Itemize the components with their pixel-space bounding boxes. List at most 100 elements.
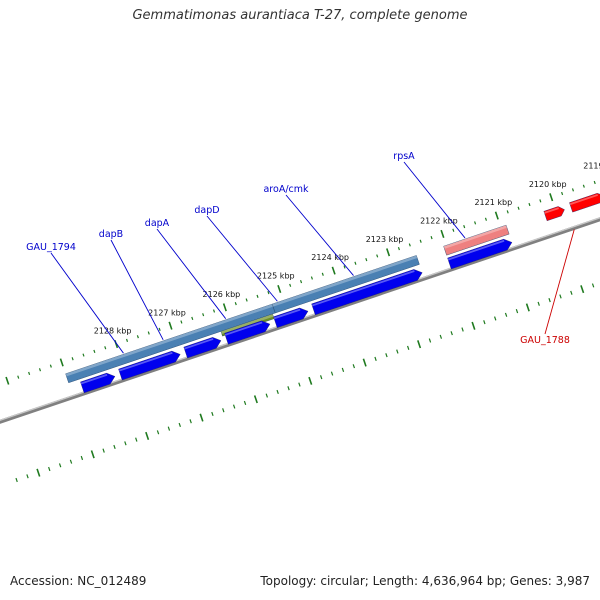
inner-minor-tick — [570, 290, 573, 295]
minor-tick — [593, 180, 596, 185]
inner-minor-tick — [232, 404, 236, 409]
inner-major-tick — [36, 468, 41, 477]
reverse-cds-arrow — [224, 320, 271, 345]
minor-tick — [49, 364, 52, 368]
inner-major-tick — [525, 303, 530, 312]
gene-label-leader — [544, 229, 575, 335]
inner-minor-tick — [450, 331, 453, 336]
gene-label-leader — [156, 228, 227, 319]
gene-label-leader — [206, 215, 278, 302]
topology-text: Topology: circular; Length: 4,636,964 bp… — [260, 574, 590, 588]
forward-cds-arrow — [569, 193, 600, 213]
tick-label: 2120 kbp — [529, 180, 567, 189]
minor-tick — [191, 316, 194, 320]
inner-minor-tick — [515, 309, 519, 314]
inner-major-tick — [308, 376, 313, 385]
gene-label-leader — [110, 239, 164, 340]
inner-minor-tick — [494, 316, 497, 321]
minor-tick — [474, 221, 477, 225]
minor-tick — [484, 217, 488, 221]
inner-minor-tick — [287, 386, 290, 391]
gene-label: GAU_1794 — [26, 242, 76, 253]
feature-band-highlight — [443, 225, 508, 249]
inner-major-tick — [199, 413, 204, 422]
reverse-cds-arrow — [447, 238, 513, 270]
inner-minor-tick — [48, 466, 51, 472]
inner-major-tick — [471, 321, 476, 330]
reverse-cds-arrow-highlight — [273, 308, 301, 320]
feature-band — [443, 224, 510, 256]
minor-tick — [561, 191, 564, 196]
inner-minor-tick — [374, 356, 377, 361]
reverse-cds-arrow — [273, 307, 309, 328]
inner-minor-tick — [504, 312, 508, 317]
minor-tick — [452, 228, 455, 232]
minor-tick — [212, 309, 216, 313]
inner-minor-tick — [189, 419, 192, 424]
inner-minor-tick — [58, 463, 62, 468]
inner-major-tick — [90, 450, 95, 459]
minor-tick — [539, 199, 542, 203]
gene-label: GAU_1788 — [520, 335, 570, 346]
inner-minor-tick — [406, 345, 410, 350]
inner-minor-tick — [396, 349, 399, 354]
inner-minor-tick — [80, 455, 84, 461]
minor-tick — [343, 265, 346, 269]
forward-cds-arrow-highlight — [569, 194, 598, 206]
inner-minor-tick — [15, 477, 18, 483]
tick-label: 2122 kbp — [420, 216, 458, 225]
major-tick — [331, 266, 336, 275]
minor-tick — [28, 371, 31, 376]
forward-cds-arrow-highlight — [544, 207, 559, 214]
reverse-cds-arrow-highlight — [118, 351, 173, 372]
minor-tick — [506, 210, 509, 214]
major-tick — [168, 321, 173, 330]
inner-minor-tick — [243, 400, 247, 406]
minor-tick — [125, 338, 129, 342]
reverse-cds-arrow-highlight — [184, 338, 214, 350]
tick-label: 2121 kbp — [474, 198, 512, 207]
reverse-cds-arrow — [80, 372, 116, 394]
gene-label: dapD — [194, 205, 219, 216]
inner-minor-tick — [276, 389, 279, 394]
forward-cds-arrow — [543, 206, 565, 222]
major-tick — [549, 193, 554, 202]
inner-minor-tick — [124, 441, 127, 446]
feature-band-highlight — [220, 313, 274, 335]
inner-minor-tick — [178, 422, 181, 428]
tick-label: 2127 kbp — [148, 308, 186, 317]
gene-label: dapB — [99, 229, 123, 240]
major-tick — [5, 376, 10, 385]
minor-tick — [234, 302, 237, 306]
feature-band-highlight — [65, 304, 274, 377]
tick-label: 2128 kbp — [94, 327, 132, 336]
major-tick — [494, 211, 499, 220]
minor-tick — [245, 298, 248, 302]
reverse-cds-arrow — [183, 337, 222, 359]
inner-minor-tick — [548, 298, 551, 303]
minor-tick — [202, 313, 205, 317]
feature-band — [271, 255, 420, 314]
minor-tick — [38, 368, 42, 372]
reverse-cds-arrow — [311, 269, 423, 316]
inner-major-tick — [145, 431, 150, 441]
minor-tick — [299, 280, 303, 284]
minor-tick — [180, 320, 183, 324]
major-tick — [277, 284, 282, 294]
inner-minor-tick — [591, 283, 595, 288]
gene-label: rpsA — [393, 151, 415, 162]
gene-label: aroA/cmk — [263, 184, 309, 195]
minor-tick — [267, 291, 270, 295]
minor-tick — [136, 335, 139, 339]
inner-major-tick — [253, 395, 258, 404]
reverse-cds-arrow-highlight — [311, 270, 415, 307]
inner-minor-tick — [330, 371, 334, 376]
minor-tick — [158, 327, 161, 331]
minor-tick — [397, 246, 400, 251]
major-tick — [59, 358, 64, 367]
minor-tick — [17, 375, 20, 379]
minor-tick — [354, 261, 357, 265]
minor-tick — [256, 294, 259, 298]
reverse-cds-arrow-highlight — [447, 239, 505, 261]
